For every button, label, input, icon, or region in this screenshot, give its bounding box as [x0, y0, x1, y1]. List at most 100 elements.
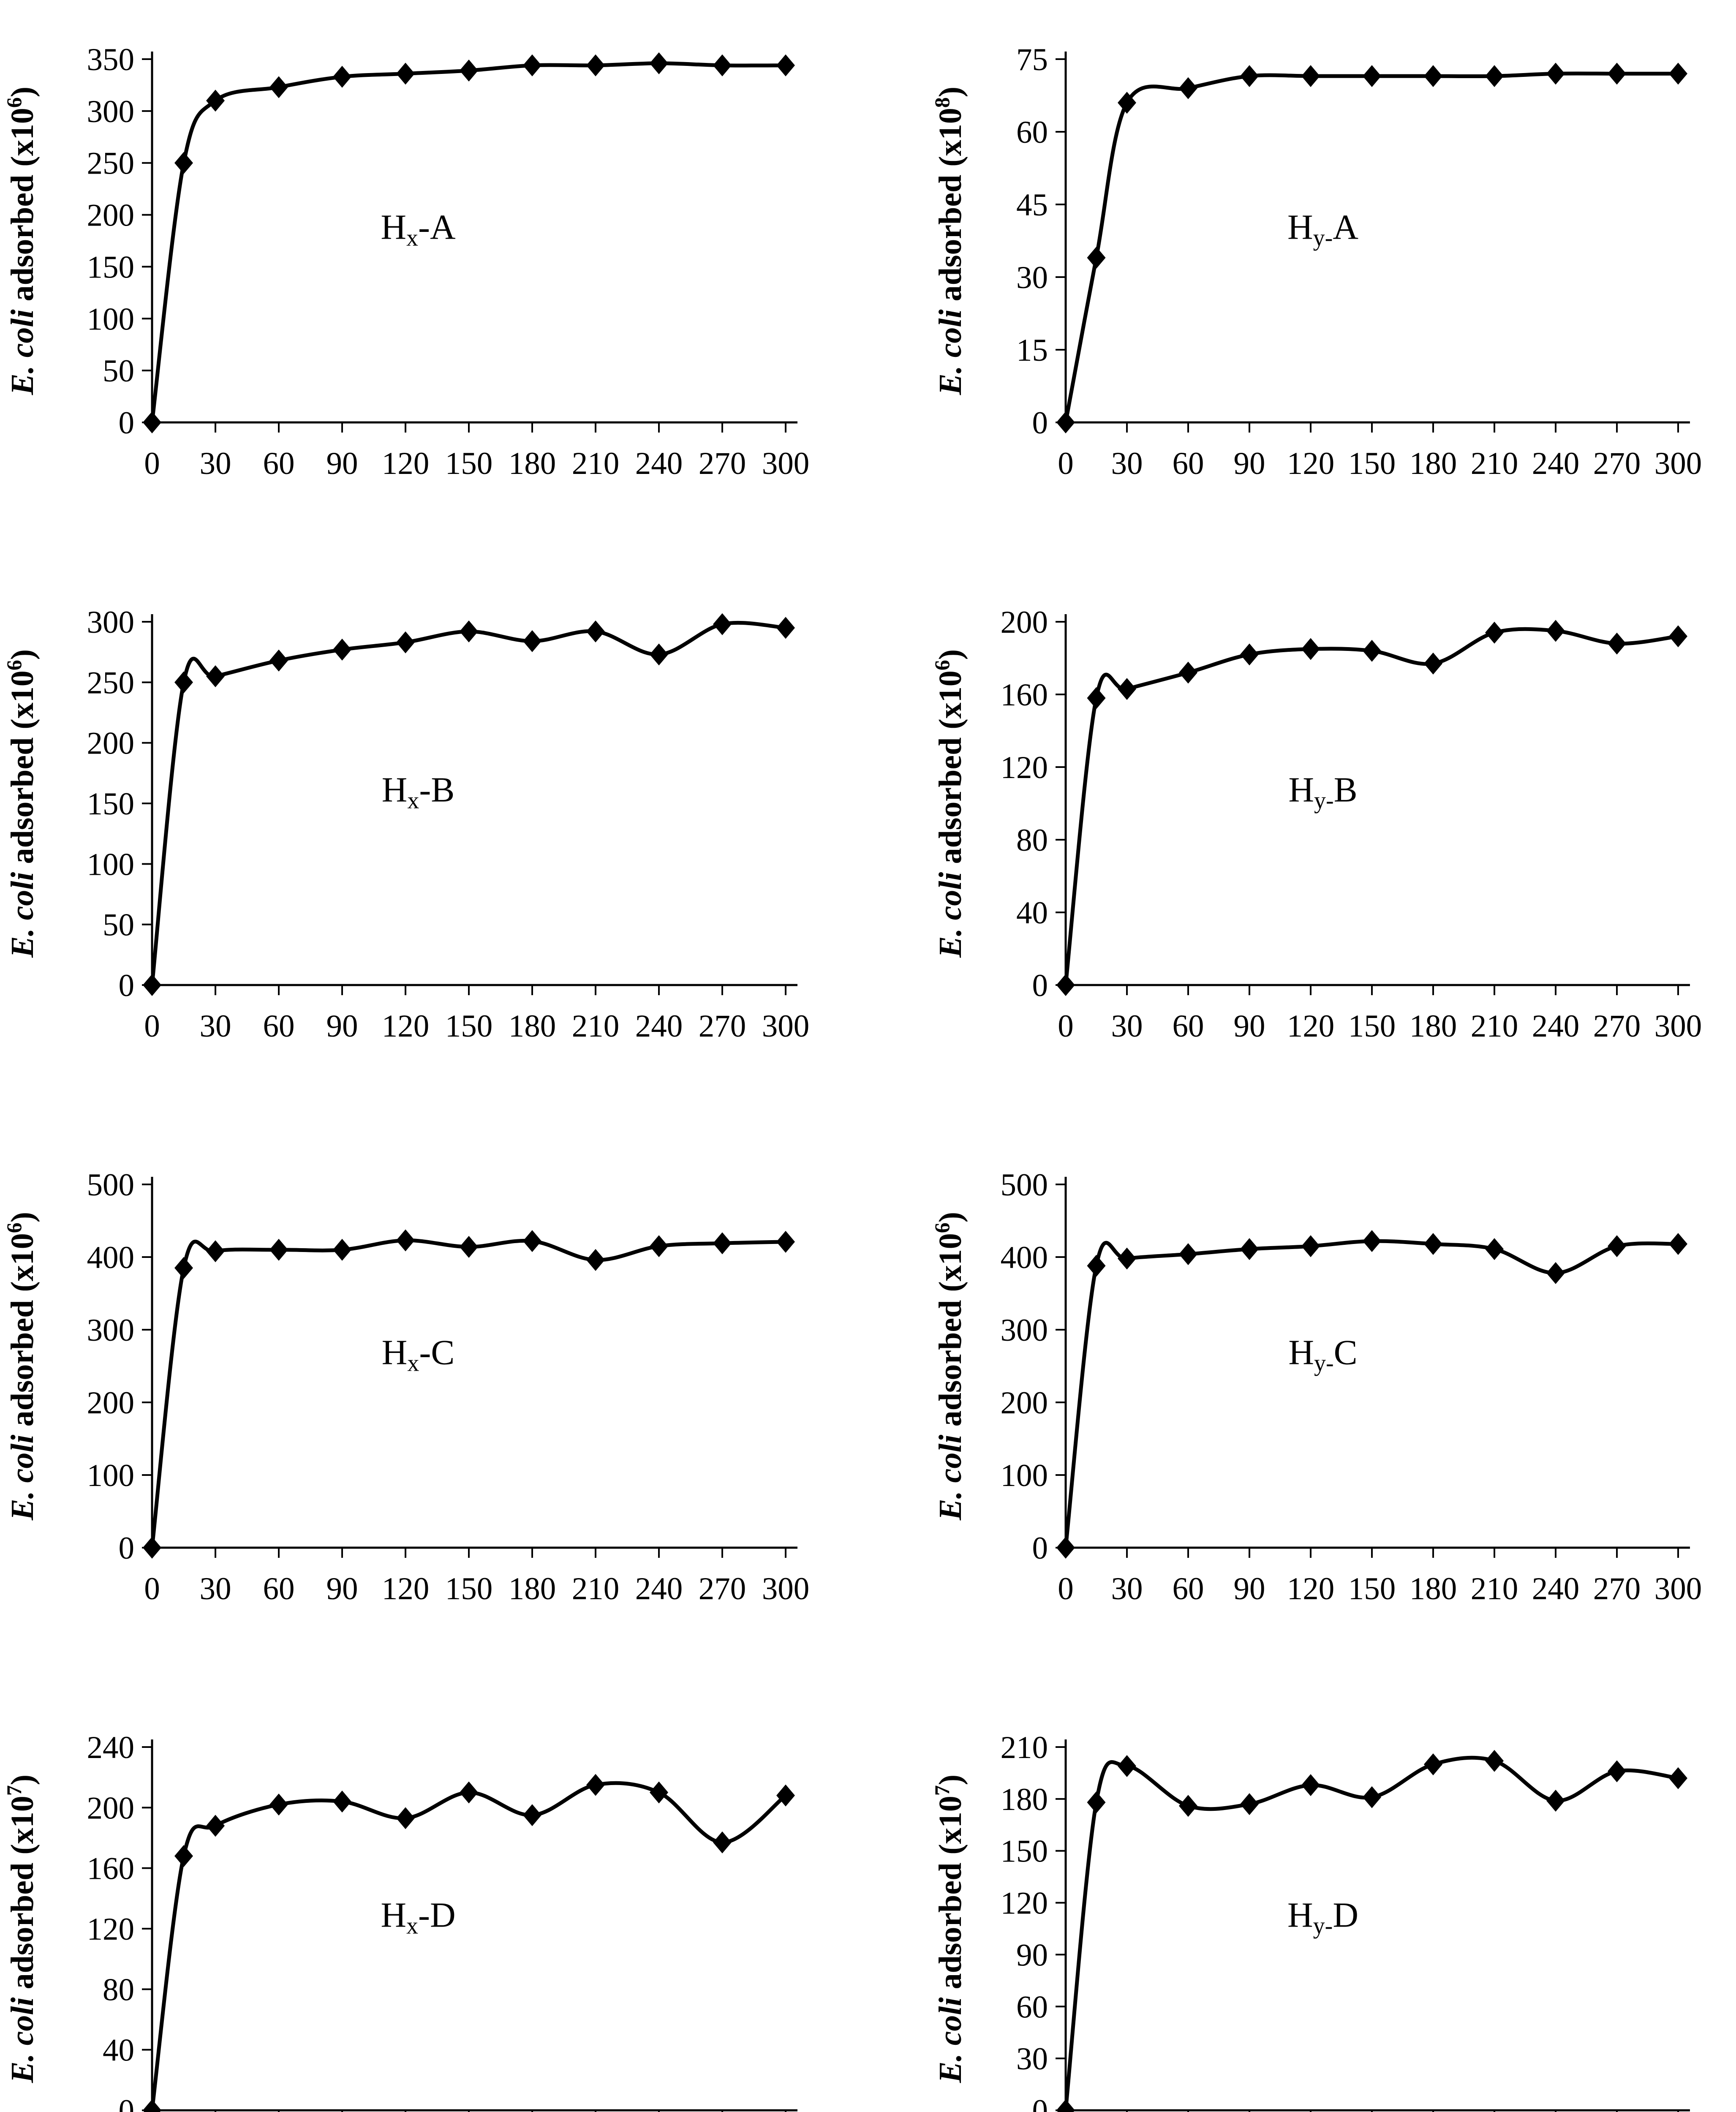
x-tick-label: 150 — [1348, 1571, 1396, 1606]
y-tick-label: 300 — [87, 1313, 135, 1348]
data-point-marker — [776, 1230, 795, 1253]
data-point-marker — [1087, 687, 1106, 709]
chart-panel-hx-c: 0 30 60 90 120 150 180 210 240 270 300 0 100 200 300 40… — [0, 1125, 868, 1688]
data-point-marker — [396, 1807, 415, 1829]
x-tick-label: 90 — [327, 1009, 358, 1044]
y-tick-label: 40 — [103, 2033, 134, 2068]
data-point-marker — [1179, 661, 1197, 684]
x-tick-label: 120 — [382, 446, 430, 481]
y-tick-label: 120 — [87, 1912, 135, 1947]
y-tick-label: 75 — [1016, 42, 1048, 77]
x-tick-label: 30 — [200, 1009, 231, 1044]
x-tick-label: 30 — [200, 446, 231, 481]
y-tick-label: 200 — [1001, 1385, 1048, 1421]
y-tick-label: 40 — [1016, 895, 1048, 931]
data-point-marker — [143, 1537, 161, 1559]
data-point-marker — [1485, 621, 1504, 644]
data-point-marker — [1301, 638, 1320, 660]
x-tick-label: 0 — [1058, 1571, 1074, 1606]
y-tick-label: 200 — [87, 1791, 135, 1826]
data-point-marker — [396, 631, 415, 653]
y-tick-label: 80 — [103, 1972, 134, 2007]
y-tick-label: 160 — [1001, 678, 1048, 713]
data-point-marker — [174, 671, 193, 694]
data-point-marker — [1608, 632, 1626, 655]
x-tick-label: 180 — [509, 446, 556, 481]
x-tick-label: 180 — [1409, 1009, 1457, 1044]
data-point-marker — [1363, 1786, 1381, 1808]
data-point-marker — [206, 90, 225, 112]
y-axis-title: E. coli adsorbed (x107) — [930, 1775, 968, 2083]
data-point-marker — [396, 1229, 415, 1252]
x-tick-label: 30 — [1111, 1571, 1143, 1606]
panel-label: Hx-D — [381, 1896, 455, 1939]
data-point-marker — [1669, 63, 1687, 85]
data-point-marker — [1363, 1230, 1381, 1252]
y-tick-label: 45 — [1016, 188, 1048, 223]
x-tick-label: 300 — [762, 446, 810, 481]
data-point-marker — [1546, 63, 1565, 85]
y-tick-label: 50 — [103, 908, 134, 943]
data-point-marker — [650, 1781, 668, 1804]
x-tick-label: 240 — [1532, 446, 1580, 481]
data-point-marker — [1087, 247, 1106, 269]
y-tick-label: 150 — [87, 250, 135, 285]
x-tick-label: 240 — [635, 446, 683, 481]
y-tick-label: 160 — [87, 1851, 135, 1886]
y-axis-title: E. coli adsorbed (x106) — [930, 1212, 968, 1521]
data-point-marker — [1424, 652, 1442, 675]
y-tick-label: 500 — [87, 1168, 135, 1203]
y-axis-title: E. coli adsorbed (x106) — [930, 649, 968, 958]
y-tick-label: 15 — [1016, 333, 1048, 368]
x-tick-label: 270 — [699, 1009, 746, 1044]
series-line — [150, 1238, 788, 1550]
data-point-marker — [1546, 620, 1565, 642]
x-tick-label: 240 — [635, 1009, 683, 1044]
x-tick-label: 0 — [144, 446, 160, 481]
data-point-marker — [1669, 625, 1687, 648]
x-tick-label: 240 — [1532, 1571, 1580, 1606]
x-tick-label: 60 — [1173, 1009, 1204, 1044]
chart-hy-b: 0 30 60 90 120 150 180 210 240 270 300 0 40 80 120 160 2… — [930, 605, 1702, 1044]
chart-hx-c: 0 30 60 90 120 150 180 210 240 270 300 0 100 200 300 40… — [2, 1168, 809, 1606]
series-line — [1064, 1239, 1680, 1550]
x-tick-label: 300 — [1654, 446, 1702, 481]
y-tick-label: 240 — [87, 1730, 135, 1765]
x-tick-label: 270 — [1593, 1009, 1641, 1044]
data-point-marker — [586, 620, 605, 642]
x-tick-label: 120 — [1287, 446, 1335, 481]
y-tick-label: 150 — [87, 787, 135, 822]
x-tick-label: 150 — [445, 446, 493, 481]
y-tick-label: 300 — [87, 94, 135, 129]
data-point-marker — [1301, 65, 1320, 87]
chart-hx-b: 0 30 60 90 120 150 180 210 240 270 300 0 50 100 150 200… — [2, 605, 809, 1044]
data-point-marker — [1301, 1235, 1320, 1257]
y-axis-title: E. coli adsorbed (x106) — [2, 87, 40, 395]
y-tick-label: 350 — [87, 42, 135, 77]
data-point-marker — [713, 1831, 732, 1853]
x-tick-label: 60 — [263, 1009, 295, 1044]
y-tick-label: 0 — [119, 968, 135, 1003]
x-tick-label: 300 — [1654, 1009, 1702, 1044]
y-tick-label: 100 — [1001, 1458, 1048, 1493]
data-point-marker — [1485, 65, 1504, 87]
y-tick-label: 30 — [1016, 260, 1048, 295]
x-tick-label: 30 — [1111, 446, 1143, 481]
x-tick-label: 180 — [1409, 1571, 1457, 1606]
panel-label: Hy-A — [1287, 208, 1358, 251]
chart-hx-a: 0 30 60 90 120 150 180 210 240 270 300 0 50 100 150 200… — [2, 42, 810, 481]
panel-label: Hx-A — [381, 208, 456, 251]
y-tick-label: 180 — [1001, 1782, 1048, 1817]
data-point-marker — [460, 1781, 478, 1804]
data-point-marker — [174, 1845, 193, 1867]
y-tick-label: 300 — [1001, 1313, 1048, 1348]
x-tick-label: 120 — [382, 1571, 430, 1606]
x-tick-label: 180 — [1409, 446, 1457, 481]
y-tick-label: 250 — [87, 665, 135, 700]
data-point-marker — [1669, 1233, 1687, 1255]
chart-hy-a: 0 30 60 90 120 150 180 210 240 270 300 0 15 30 45 60 75 E… — [930, 42, 1702, 481]
y-axis-title: E. coli adsorbed (x106) — [2, 1212, 40, 1521]
x-tick-label: 210 — [572, 446, 620, 481]
y-tick-label: 250 — [87, 146, 135, 181]
series-line — [1064, 1755, 1680, 2112]
